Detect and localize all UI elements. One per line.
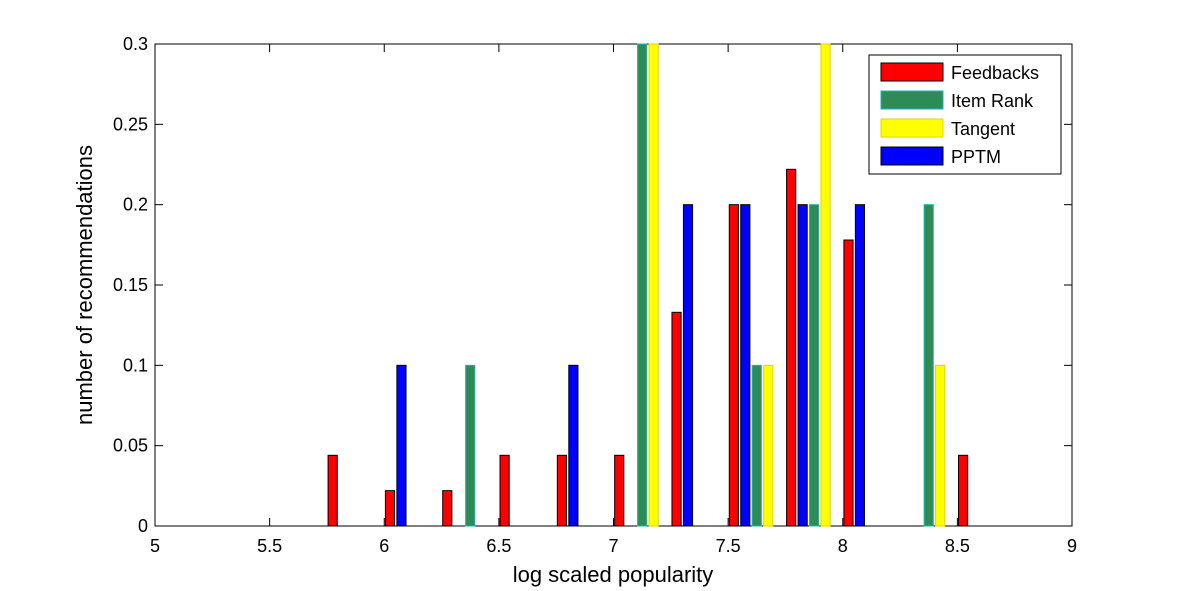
bar-feedbacks-7 bbox=[556, 454, 568, 527]
x-tick-label: 8.5 bbox=[945, 536, 970, 556]
bar-pptm-9 bbox=[682, 204, 694, 527]
bar-feedbacks-12 bbox=[843, 239, 854, 527]
bar-feedbacks-11 bbox=[786, 168, 797, 527]
bar-pptm-4 bbox=[396, 364, 407, 527]
bar-tangent-13 bbox=[935, 364, 946, 527]
bar-feedbacks-14 bbox=[958, 454, 969, 527]
legend-label-item-rank: Item Rank bbox=[951, 91, 1034, 111]
legend-swatch-pptm bbox=[880, 146, 944, 166]
bar-feedbacks-8 bbox=[614, 454, 625, 527]
bar-pptm-11 bbox=[797, 204, 808, 527]
bar-feedbacks-5 bbox=[442, 490, 453, 527]
y-tick-label: 0.15 bbox=[113, 275, 148, 295]
x-tick-label: 9 bbox=[1067, 536, 1077, 556]
bar-feedbacks-10 bbox=[728, 204, 739, 527]
bar-tangent-11 bbox=[820, 43, 831, 527]
bar-item-rank-5 bbox=[465, 364, 476, 527]
legend-swatch-item-rank bbox=[880, 90, 944, 110]
bar-tangent-10 bbox=[763, 364, 774, 527]
bar-item-rank-10 bbox=[751, 364, 762, 527]
legend: Feedbacks Item Rank Tangent PPTM bbox=[868, 54, 1062, 175]
x-tick-label: 6.5 bbox=[486, 536, 511, 556]
bar-item-rank-13 bbox=[923, 204, 934, 527]
y-tick-label: 0.1 bbox=[123, 355, 148, 375]
legend-label-pptm: PPTM bbox=[951, 147, 1001, 167]
legend-label-tangent: Tangent bbox=[951, 119, 1015, 139]
x-tick-label: 7.5 bbox=[716, 536, 741, 556]
bar-feedbacks-9 bbox=[671, 311, 682, 527]
bar-item-rank-8 bbox=[637, 43, 648, 527]
x-tick-label: 6 bbox=[379, 536, 389, 556]
y-tick-label: 0.3 bbox=[123, 34, 148, 54]
bars-group bbox=[327, 43, 969, 527]
x-tick-label: 5 bbox=[150, 536, 160, 556]
legend-swatch-feedbacks bbox=[880, 62, 944, 82]
y-tick-label: 0.05 bbox=[113, 436, 148, 456]
x-tick-label: 7 bbox=[608, 536, 618, 556]
bar-pptm-7 bbox=[568, 364, 579, 527]
bar-tangent-8 bbox=[648, 43, 659, 527]
x-axis-label: log scaled popularity bbox=[513, 562, 714, 587]
x-tick-label: 5.5 bbox=[257, 536, 282, 556]
legend-label-feedbacks: Feedbacks bbox=[951, 63, 1039, 83]
x-tick-label: 8 bbox=[838, 536, 848, 556]
bar-feedbacks-3 bbox=[327, 454, 338, 527]
y-tick-label: 0.25 bbox=[113, 114, 148, 134]
bar-pptm-10 bbox=[740, 204, 751, 527]
bar-feedbacks-6 bbox=[499, 454, 510, 527]
bar-pptm-12 bbox=[854, 204, 866, 527]
y-axis-label: number of recommendations bbox=[72, 145, 97, 425]
ticks-group: 5 5.5 6 6.5 7 7.5 8 8.5 9 0 0.05 0.1 0.15 0.2 0.25 0.3 bbox=[113, 34, 1077, 556]
y-tick-label: 0.2 bbox=[123, 195, 148, 215]
y-tick-label: 0 bbox=[138, 516, 148, 536]
bar-feedbacks-4 bbox=[384, 490, 396, 527]
bar-item-rank-11 bbox=[809, 204, 820, 527]
legend-swatch-tangent bbox=[880, 118, 944, 138]
